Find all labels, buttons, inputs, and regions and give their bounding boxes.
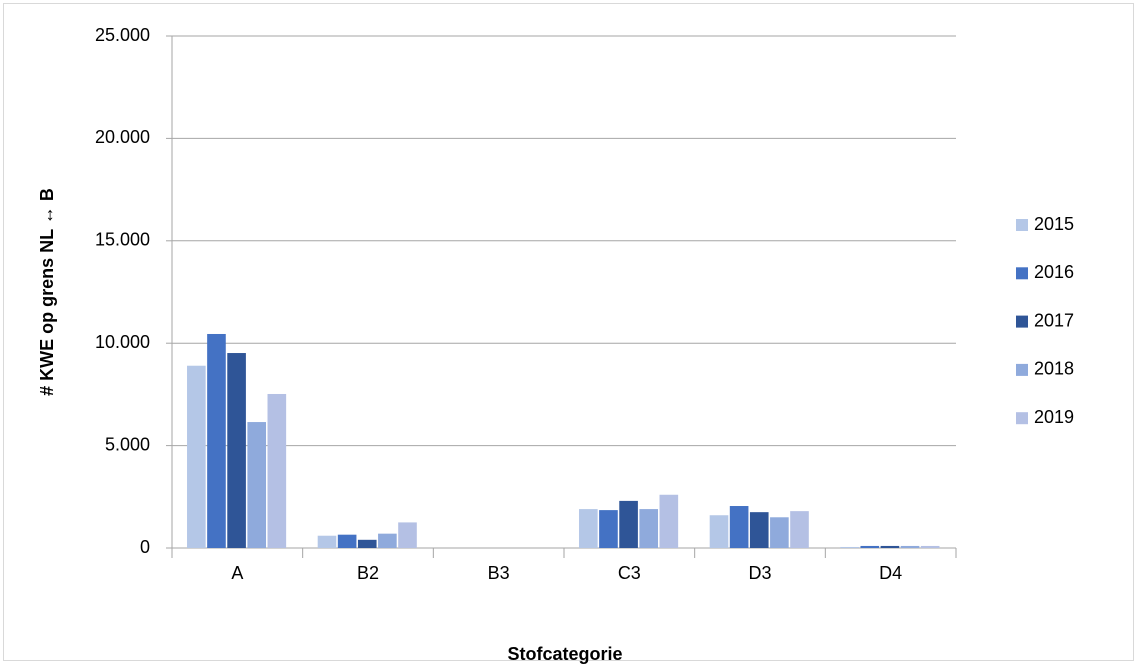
legend-label: 2018	[1034, 359, 1074, 379]
bar	[357, 539, 377, 548]
chart-frame	[3, 3, 1134, 661]
x-tick-label: D4	[879, 563, 902, 583]
bar	[920, 545, 940, 548]
bar	[398, 522, 417, 548]
legend-swatch	[1016, 219, 1028, 231]
x-tick-label: B2	[357, 563, 379, 583]
y-tick-label: 20.000	[95, 127, 150, 147]
bar	[900, 545, 920, 548]
bar	[317, 535, 337, 548]
bar	[227, 353, 246, 548]
x-tick-label: B3	[488, 563, 510, 583]
y-tick-label: 5.000	[105, 434, 150, 454]
legend-swatch	[1016, 267, 1028, 280]
legend-label: 2015	[1034, 214, 1074, 234]
bar	[880, 545, 900, 548]
bar	[749, 512, 769, 548]
bar	[378, 533, 397, 548]
bar	[770, 517, 789, 548]
y-tick-label: 0	[140, 537, 150, 557]
bar	[247, 422, 267, 548]
x-tick-label: C3	[618, 563, 641, 583]
y-tick-label: 15.000	[95, 230, 150, 250]
y-axis-title: # KWE op grens NL ↔ B	[37, 188, 57, 396]
bar	[659, 494, 679, 548]
bar	[639, 509, 659, 548]
bar	[337, 534, 357, 548]
bar	[207, 333, 226, 548]
bar	[840, 546, 859, 548]
bar	[729, 506, 749, 548]
x-tick-label: A	[231, 563, 243, 583]
y-tick-label: 25.000	[95, 25, 150, 45]
legend-label: 2017	[1034, 310, 1074, 330]
legend-label: 2016	[1034, 262, 1074, 282]
bar	[619, 500, 638, 548]
bar	[860, 545, 880, 548]
legend-label: 2019	[1034, 407, 1074, 427]
legend-swatch	[1016, 412, 1028, 425]
x-axis-title: Stofcategorie	[507, 644, 622, 664]
legend-swatch	[1016, 315, 1028, 328]
y-tick-label: 10.000	[95, 332, 150, 352]
bar	[187, 365, 206, 548]
legend-swatch	[1016, 363, 1028, 376]
x-tick-label: D3	[748, 563, 771, 583]
bar	[267, 393, 287, 548]
bar	[790, 511, 809, 548]
bar	[579, 509, 598, 548]
bar	[599, 510, 618, 548]
bar	[709, 515, 729, 548]
